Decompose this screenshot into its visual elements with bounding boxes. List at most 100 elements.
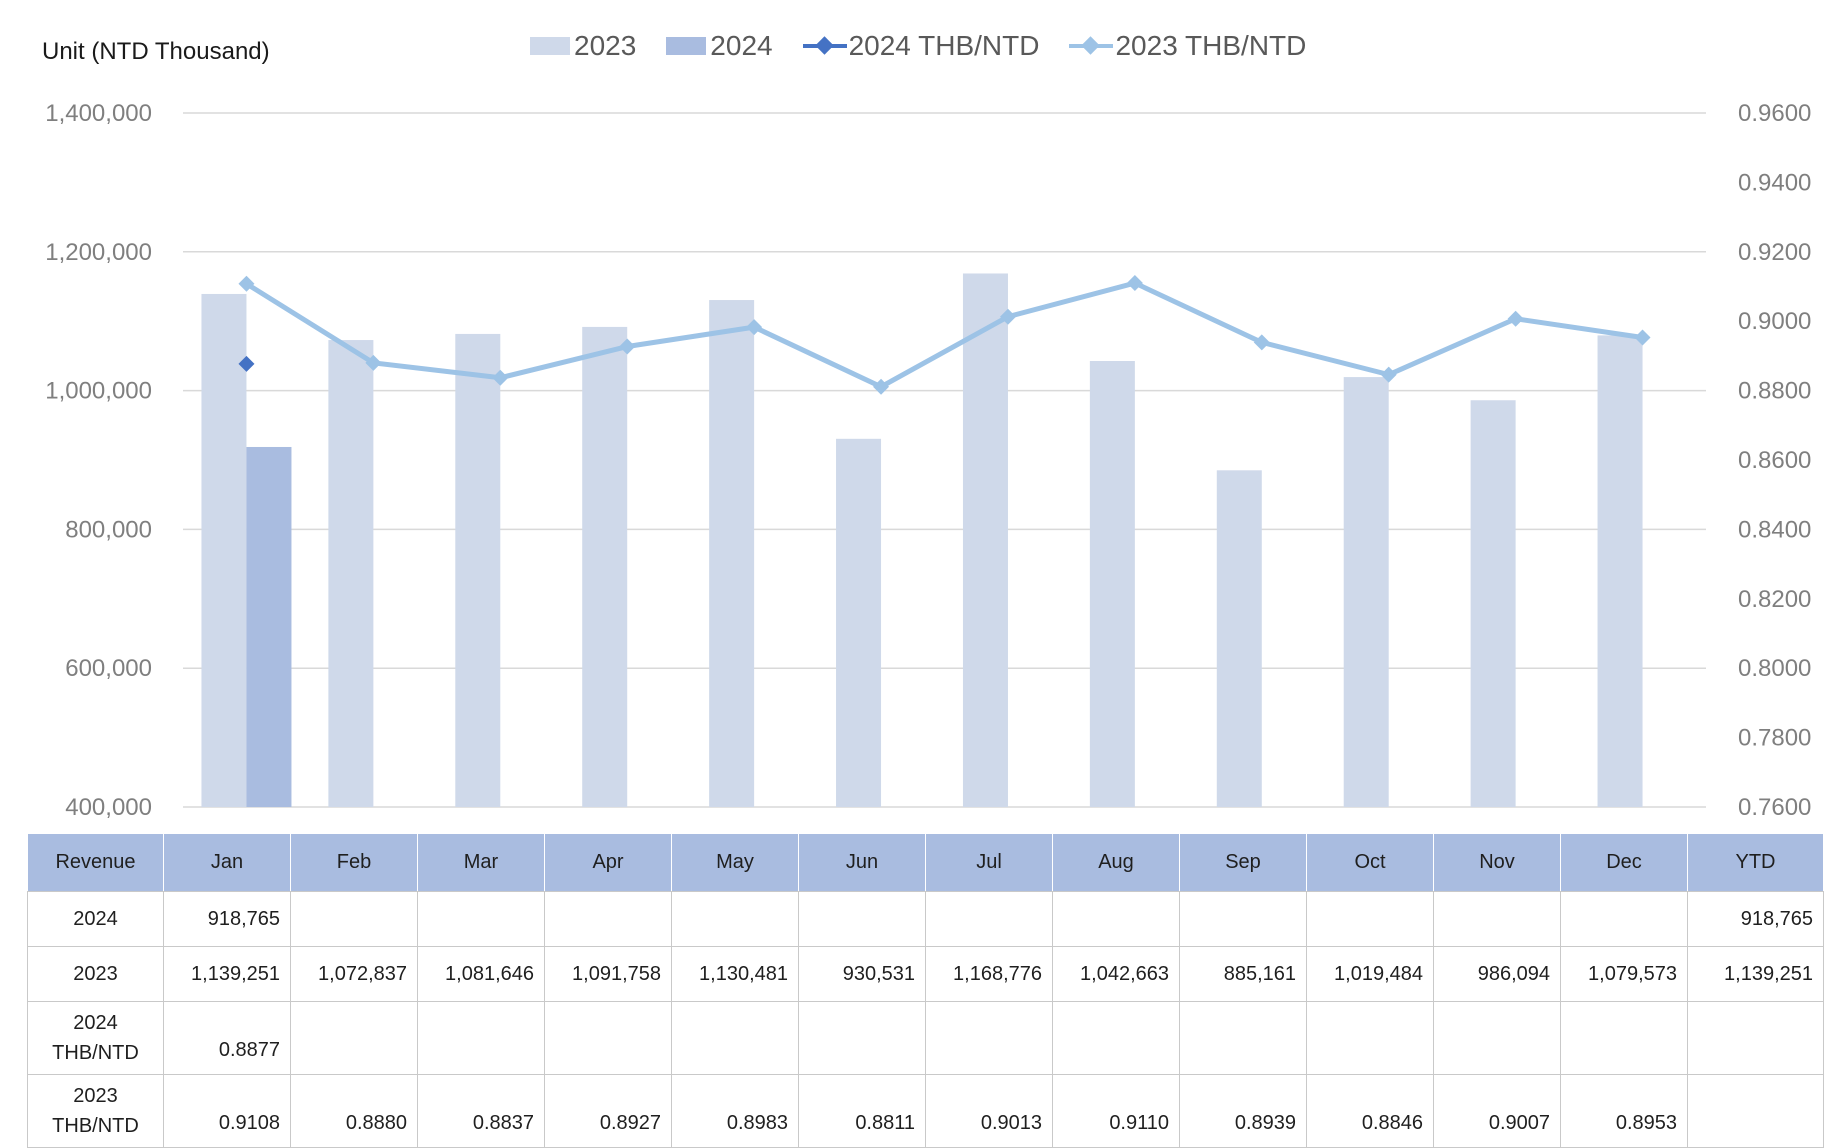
legend-swatch-line: [1069, 36, 1114, 56]
table-row: 2024 THB/NTD 0.8877: [27, 1001, 1824, 1075]
table-cell: 0.8983: [671, 1074, 799, 1148]
revenue-exchange-chart: 400,000 600,000 800,000 1,000,000 1,200,000 1…: [45, 100, 1811, 821]
row-label: 2023: [27, 946, 164, 1002]
table-cell: [1179, 1001, 1307, 1075]
unit-label: Unit (NTD Thousand): [42, 38, 270, 65]
legend-label: 2023: [574, 30, 637, 61]
table-cell: 1,139,251: [163, 946, 291, 1002]
left-tick-label: 800,000: [65, 516, 152, 543]
table-cell: [1560, 891, 1688, 947]
table-cell: [417, 891, 545, 947]
table-cell: 918,765: [163, 891, 291, 947]
table-cell: 986,094: [1433, 946, 1561, 1002]
table-header-cell: Nov: [1433, 833, 1561, 892]
table-header-cell: Mar: [417, 833, 545, 892]
legend-item: 2024 THB/NTD: [802, 30, 1039, 62]
marker-2023-thb-ntd-mar: [492, 369, 509, 386]
table-cell: 0.9108: [163, 1074, 291, 1148]
table-cell: 0.8880: [290, 1074, 418, 1148]
marker-2023-thb-ntd-dec: [1634, 329, 1651, 346]
table-cell: 1,091,758: [544, 946, 672, 1002]
table-header-cell: Jan: [163, 833, 291, 892]
table-cell: 918,765: [1687, 891, 1824, 947]
table-cell: 1,081,646: [417, 946, 545, 1002]
table-cell: [671, 891, 799, 947]
marker-2023-thb-ntd-apr: [619, 338, 636, 355]
marker-2024-thb-ntd-jan: [238, 355, 255, 372]
table-cell: 0.8953: [1560, 1074, 1688, 1148]
marker-2023-thb-ntd-jun: [873, 378, 890, 395]
table-cell: [1052, 1001, 1180, 1075]
legend-item: 2023 THB/NTD: [1069, 30, 1306, 62]
table-cell: [1306, 891, 1434, 947]
table-cell: 0.8811: [798, 1074, 926, 1148]
right-tick-label: 0.8200: [1738, 586, 1811, 613]
line-2023-thb-ntd: [245, 280, 1643, 390]
table-header-cell: Oct: [1306, 833, 1434, 892]
right-tick-label: 0.8600: [1738, 447, 1811, 474]
marker-2023-thb-ntd-nov: [1507, 310, 1524, 327]
right-tick-label: 0.8800: [1738, 378, 1811, 405]
table-header-cell: Sep: [1179, 833, 1307, 892]
bar-2023-oct: [1343, 377, 1389, 807]
right-tick-label: 0.9000: [1738, 308, 1811, 335]
table-cell: [1433, 891, 1561, 947]
table-cell: [798, 1001, 926, 1075]
legend-swatch-line: [802, 36, 847, 56]
table-cell: 0.8939: [1179, 1074, 1307, 1148]
left-tick-label: 1,400,000: [45, 100, 152, 127]
bar-2023-aug: [1089, 360, 1135, 807]
table-cell: [671, 1001, 799, 1075]
table-header-cell: Apr: [544, 833, 672, 892]
right-tick-label: 0.7600: [1738, 794, 1811, 821]
table-cell: [544, 891, 672, 947]
legend-swatch-box: [666, 37, 707, 55]
table-cell: [925, 1001, 1053, 1075]
legend-item: 2024: [666, 30, 773, 62]
left-tick-label: 600,000: [65, 655, 152, 682]
table-cell: 0.9110: [1052, 1074, 1180, 1148]
row-label: 2023 THB/NTD: [27, 1074, 164, 1148]
marker-2023-thb-ntd-jul: [999, 308, 1016, 325]
table-row: 2023 THB/NTD 0.9108 0.8880 0.8837 0.8927 0.89…: [27, 1074, 1824, 1148]
left-tick-label: 1,000,000: [45, 378, 152, 405]
right-tick-label: 0.9200: [1738, 239, 1811, 266]
table-header-row: Revenue Jan Feb Mar Apr May Jun Jul Aug Sep Oct Nov…: [27, 833, 1824, 892]
table-cell: [1433, 1001, 1561, 1075]
marker-2023-thb-ntd-feb: [365, 354, 382, 371]
table-cell: [417, 1001, 545, 1075]
table-cell: [1687, 1074, 1824, 1148]
table-cell: 0.8927: [544, 1074, 672, 1148]
bar-2023-sep: [1216, 470, 1262, 807]
marker-2023-thb-ntd-may: [746, 319, 763, 336]
table-cell: 885,161: [1179, 946, 1307, 1002]
table-header-cell: Revenue: [27, 833, 164, 892]
table-row: 2023 1,139,251 1,072,837 1,081,646 1,091,758…: [27, 946, 1824, 1002]
table-cell: [1560, 1001, 1688, 1075]
table-cell: [1179, 891, 1307, 947]
table-cell: [925, 891, 1053, 947]
table-cell: [1687, 1001, 1824, 1075]
table-header-cell: Jun: [798, 833, 926, 892]
chart-legend: 2023 2024 2024 THB/NTD 2023 THB/NTD: [530, 30, 1336, 62]
table-cell: [290, 1001, 418, 1075]
left-tick-label: 1,200,000: [45, 239, 152, 266]
table-cell: 1,072,837: [290, 946, 418, 1002]
right-tick-label: 0.7800: [1738, 725, 1811, 752]
table-cell: [544, 1001, 672, 1075]
marker-2023-thb-ntd-oct: [1380, 366, 1397, 383]
table-header-cell: Aug: [1052, 833, 1180, 892]
table-header-cell: Dec: [1560, 833, 1688, 892]
table-cell: [1306, 1001, 1434, 1075]
table-cell: 1,079,573: [1560, 946, 1688, 1002]
legend-swatch-box: [530, 37, 570, 55]
bar-2023-mar: [455, 333, 501, 807]
marker-2023-thb-ntd-jan: [238, 275, 255, 292]
bar-2023-jan: [201, 293, 247, 807]
right-tick-label: 0.9600: [1738, 100, 1811, 127]
bar-2023-nov: [1470, 400, 1516, 807]
legend-item: 2023: [530, 30, 636, 62]
table-cell: [798, 891, 926, 947]
left-tick-label: 400,000: [65, 794, 152, 821]
table-cell: 1,168,776: [925, 946, 1053, 1002]
